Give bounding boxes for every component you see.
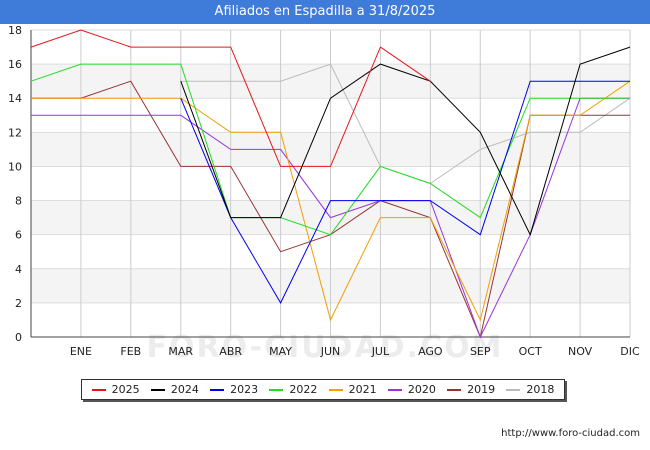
y-tick-label: 10 bbox=[8, 160, 22, 173]
legend-swatch bbox=[387, 388, 402, 391]
series-lines bbox=[30, 29, 631, 339]
legend-item-2019: 2019 bbox=[447, 383, 495, 396]
x-tick-label: MAY bbox=[269, 345, 292, 358]
x-tick-label: JUL bbox=[371, 345, 390, 358]
title-bar bbox=[0, 0, 650, 24]
series-line-2022 bbox=[30, 63, 630, 236]
series-line-2023 bbox=[180, 80, 630, 304]
legend-item-2021: 2021 bbox=[328, 383, 377, 396]
legend-swatch bbox=[328, 388, 343, 391]
legend-item-2022: 2022 bbox=[269, 383, 317, 396]
x-tick-label: FEB bbox=[120, 345, 141, 358]
y-tick-label: 16 bbox=[8, 58, 22, 71]
legend: 2025 2024 2023 2022 2021 2020 2019 2018 bbox=[81, 379, 565, 400]
x-tick-label: NOV bbox=[568, 345, 593, 358]
x-tick-label: OCT bbox=[519, 345, 542, 358]
legend-item-2023: 2023 bbox=[210, 383, 258, 396]
series-line-2025 bbox=[30, 29, 431, 167]
x-tick-label: MAR bbox=[168, 345, 193, 358]
legend-label: 2024 bbox=[170, 383, 199, 396]
y-tick-label: 14 bbox=[8, 92, 22, 105]
legend-swatch bbox=[506, 388, 521, 391]
legend-swatch bbox=[150, 388, 165, 391]
legend-item-2020: 2020 bbox=[387, 383, 436, 396]
series-line-2021 bbox=[31, 80, 631, 322]
legend-item-2018: 2018 bbox=[506, 383, 554, 396]
y-axis-ticks: 0 2 4 6 8 10 12 14 16 18 bbox=[8, 24, 22, 344]
chart-title: Afiliados en Espadilla a 31/8/2025 bbox=[214, 4, 436, 19]
y-tick-label: 0 bbox=[15, 331, 22, 344]
series-line-2024 bbox=[180, 46, 631, 237]
x-tick-label: JUN bbox=[320, 345, 341, 358]
legend-swatch bbox=[210, 388, 225, 391]
x-tick-label: ABR bbox=[219, 345, 242, 358]
x-tick-label: AGO bbox=[418, 345, 443, 358]
watermark: FORO-CIUDAD.COM bbox=[146, 330, 504, 365]
y-tick-label: 2 bbox=[15, 297, 22, 310]
legend-item-2025: 2025 bbox=[91, 383, 140, 396]
legend-label: 2019 bbox=[467, 383, 496, 396]
legend-label: 2025 bbox=[111, 383, 140, 396]
y-tick-label: 18 bbox=[8, 24, 22, 37]
legend-item-2024: 2024 bbox=[150, 383, 199, 396]
legend-label: 2018 bbox=[526, 383, 555, 396]
y-tick-label: 4 bbox=[15, 263, 22, 276]
legend-label: 2020 bbox=[407, 383, 436, 396]
legend-label: 2021 bbox=[348, 383, 377, 396]
y-tick-label: 12 bbox=[8, 126, 22, 139]
x-tick-label: SEP bbox=[470, 345, 491, 358]
source-url: http://www.foro-ciudad.com bbox=[501, 428, 640, 439]
legend-swatch bbox=[447, 388, 462, 391]
x-tick-label: ENE bbox=[70, 345, 92, 358]
x-axis-ticks: ENE FEB MAR ABR MAY JUN JUL AGO SEP OCT NOV DIC bbox=[70, 345, 640, 358]
legend-label: 2022 bbox=[289, 383, 318, 396]
x-tick-label: DIC bbox=[620, 345, 640, 358]
legend-label: 2023 bbox=[230, 383, 259, 396]
y-tick-label: 8 bbox=[15, 195, 22, 208]
y-tick-label: 6 bbox=[15, 229, 22, 242]
legend-swatch bbox=[269, 388, 284, 391]
legend-swatch bbox=[91, 388, 106, 391]
